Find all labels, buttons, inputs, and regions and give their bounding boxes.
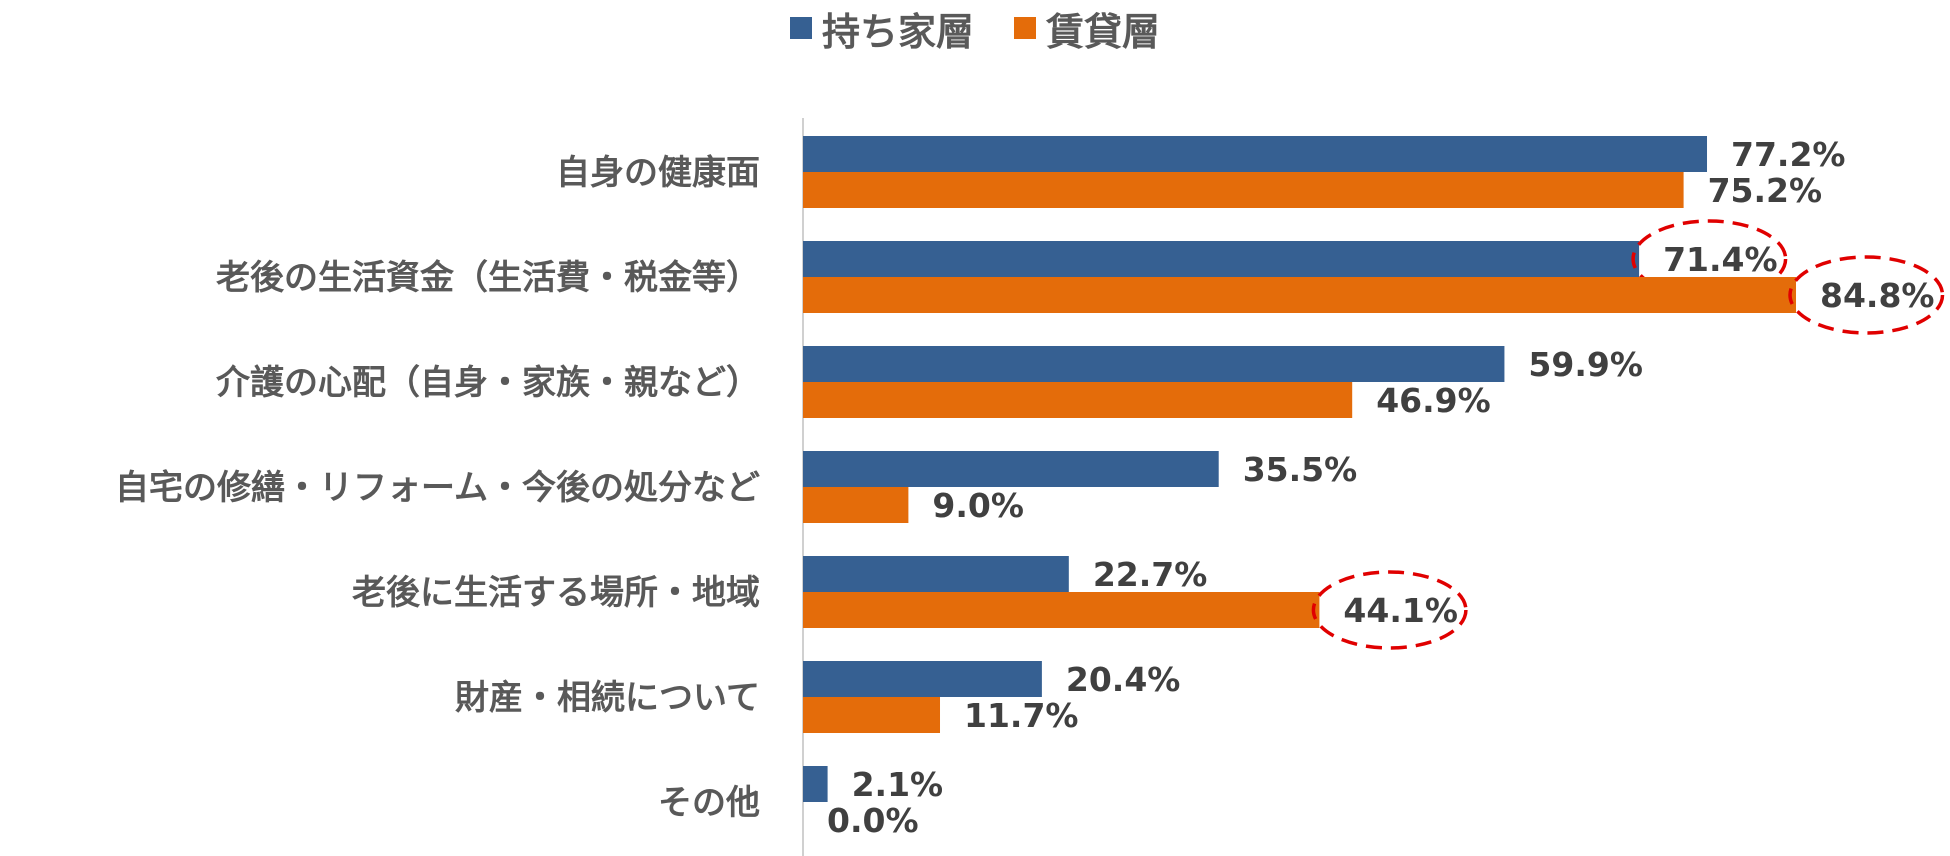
bar-owner [803, 136, 1708, 172]
category-label: 自身の健康面 [556, 153, 760, 193]
bar-renter [803, 487, 909, 523]
category-label: 老後の生活資金（生活費・税金等） [216, 258, 760, 298]
category-label: その他 [658, 783, 760, 823]
bar-owner [803, 766, 828, 802]
data-label: 2.1% [852, 765, 944, 804]
category-label: 自宅の修繕・リフォーム・今後の処分など [115, 468, 760, 508]
data-label: 75.2% [1708, 171, 1823, 210]
legend-swatch-renter [1014, 17, 1036, 39]
highlight-circle [1788, 255, 1945, 335]
data-label: 44.1% [1343, 591, 1458, 630]
highlight-circle [1311, 570, 1468, 650]
legend-item-owner: 持ち家層 [789, 1, 974, 56]
bar-renter [803, 697, 941, 733]
data-label: 9.0% [932, 486, 1024, 525]
highlight-circle [1631, 219, 1788, 299]
category-label: 財産・相続について [455, 678, 760, 718]
legend-swatch-owner [789, 17, 812, 39]
legend-item-renter: 賃貸層 [1014, 1, 1160, 56]
bar-owner [803, 451, 1219, 487]
bar-renter [803, 592, 1320, 628]
legend-label-owner: 持ち家層 [821, 9, 974, 54]
category-label: 介護の心配（自身・家族・親など） [216, 363, 760, 403]
bar-owner [803, 241, 1640, 277]
data-label: 59.9% [1528, 345, 1643, 384]
data-label: 84.8% [1820, 276, 1935, 315]
bar-renter [803, 172, 1684, 208]
legend-label-renter: 賃貸層 [1046, 9, 1161, 54]
data-label: 11.7% [964, 696, 1079, 735]
bar-owner [803, 556, 1069, 592]
data-label: 35.5% [1243, 450, 1358, 489]
data-label: 0.0% [827, 801, 919, 840]
data-label: 71.4% [1663, 240, 1778, 279]
category-label: 老後に生活する場所・地域 [352, 573, 760, 613]
data-label: 22.7% [1093, 555, 1208, 594]
bar-renter [803, 382, 1353, 418]
bar-owner [803, 661, 1042, 697]
data-label: 77.2% [1731, 135, 1846, 174]
data-label: 20.4% [1066, 660, 1181, 699]
data-label: 46.9% [1376, 381, 1491, 420]
legend: 持ち家層 賃貸層 [0, 0, 1950, 56]
bar-renter [803, 277, 1797, 313]
bar-owner [803, 346, 1505, 382]
